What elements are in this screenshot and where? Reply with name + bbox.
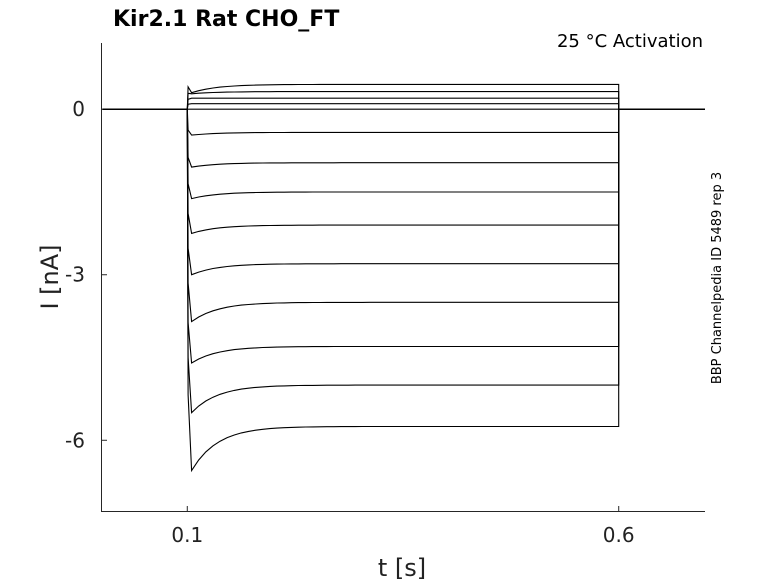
axis-ticks: 0.1 0.6 0 -3 -6 — [65, 97, 635, 547]
current-trace — [102, 97, 705, 110]
current-trace — [102, 91, 705, 110]
current-trace — [102, 108, 705, 168]
current-trace — [102, 108, 705, 364]
x-tick-label: 0.1 — [171, 523, 203, 547]
y-tick-label: -6 — [65, 428, 85, 452]
current-trace — [102, 108, 705, 276]
y-tick-label: -3 — [65, 263, 85, 287]
current-trace — [102, 103, 705, 110]
current-trace — [102, 108, 705, 473]
y-axis-label: I [nA] — [36, 244, 64, 309]
current-trace — [102, 108, 705, 414]
current-trace — [102, 108, 705, 323]
chart-title: Kir2.1 Rat CHO_FT — [113, 7, 339, 32]
side-label: BBP Channelpedia ID 5489 rep 3 — [710, 172, 725, 384]
chart-subtitle: 25 °C Activation — [557, 31, 703, 52]
x-axis-label: t [s] — [378, 554, 426, 582]
current-trace — [102, 108, 705, 200]
current-traces — [102, 83, 705, 473]
current-trace — [102, 108, 705, 235]
current-trace — [102, 108, 705, 136]
current-trace — [102, 83, 705, 110]
y-tick-label: 0 — [72, 97, 85, 121]
x-tick-label: 0.6 — [603, 523, 635, 547]
